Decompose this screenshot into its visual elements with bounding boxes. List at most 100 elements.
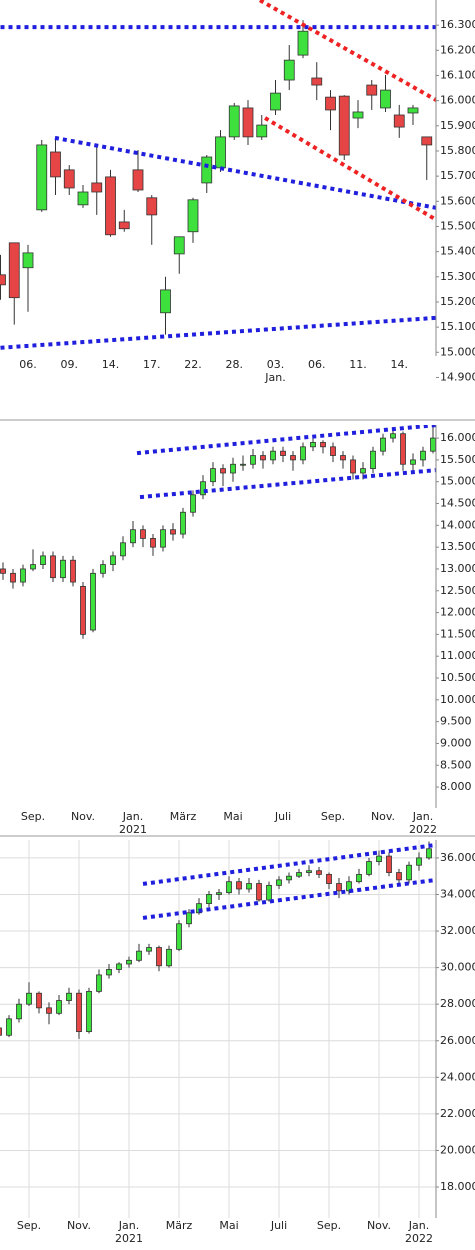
y-tick-label: 14.000 xyxy=(440,518,475,531)
candle-body xyxy=(150,538,156,548)
trend-line xyxy=(136,425,436,456)
candle-body xyxy=(236,881,242,890)
candle-body xyxy=(50,151,61,178)
candle-body xyxy=(270,450,276,461)
y-tick-label: 16.200 xyxy=(440,43,475,56)
candle-body xyxy=(283,59,295,81)
x-tick-label: 09. xyxy=(61,358,79,371)
y-tick-label: 15.000 xyxy=(440,345,475,358)
x-sublabel: 2022 xyxy=(405,1232,433,1245)
candle-body xyxy=(132,169,144,191)
candle-body xyxy=(70,559,76,583)
y-tick-label: 24.000 xyxy=(440,1070,475,1083)
y-tick-label: 15.500 xyxy=(440,453,475,466)
candle-body xyxy=(210,468,216,483)
x-tick-label: Juli xyxy=(274,810,291,823)
trend-line xyxy=(258,0,436,102)
candle-body xyxy=(206,894,212,905)
x-tick-label: Jan. xyxy=(118,1219,139,1232)
y-tick-label: 18.000 xyxy=(440,1180,475,1193)
candle-body xyxy=(270,92,281,111)
candle-body xyxy=(230,463,236,474)
candle-body xyxy=(0,568,6,574)
candle-body xyxy=(420,450,426,461)
candle-body xyxy=(390,433,396,439)
y-tick-label: 12.000 xyxy=(440,606,475,619)
candle-body xyxy=(220,468,226,474)
candle-body xyxy=(140,529,146,539)
y-tick-label: 15.200 xyxy=(440,295,475,308)
x-tick-label: Sep. xyxy=(17,1219,41,1232)
candle-body xyxy=(30,564,36,570)
candle-body xyxy=(296,872,302,877)
x-sublabel: 2022 xyxy=(409,823,437,836)
x-tick-label: Sep. xyxy=(317,1219,341,1232)
candle-body xyxy=(370,450,376,470)
x-tick-label: 22. xyxy=(184,358,202,371)
candle-body xyxy=(46,1007,52,1014)
y-tick-label: 12.500 xyxy=(440,584,475,597)
candle-body xyxy=(366,84,378,96)
x-tick-label: Mai xyxy=(223,810,242,823)
candle-body xyxy=(360,468,366,474)
candle-body xyxy=(36,144,48,211)
candle-body xyxy=(110,555,116,565)
trend-line xyxy=(142,877,436,920)
candle-body xyxy=(91,182,103,193)
plot-area xyxy=(0,840,436,1218)
candle-body xyxy=(120,542,126,557)
candle-body xyxy=(350,459,356,474)
x-tick-label: März xyxy=(166,1219,193,1232)
y-tick-label: 32.000 xyxy=(440,924,475,937)
x-tick-label: 03. xyxy=(267,358,285,371)
candle-body xyxy=(105,176,116,236)
candle-body xyxy=(376,855,382,862)
candle-body xyxy=(63,169,75,189)
candle-body xyxy=(146,947,152,952)
candle-body xyxy=(407,107,419,114)
plot-area xyxy=(0,0,436,350)
candle-body xyxy=(326,873,332,884)
x-tick-label: 06. xyxy=(19,358,37,371)
y-tick-label: 15.500 xyxy=(440,219,475,232)
candle-body xyxy=(22,252,34,269)
candle-body xyxy=(130,529,136,544)
candle-body xyxy=(86,990,92,1033)
candle-body xyxy=(56,1000,62,1014)
x-tick-label: Nov. xyxy=(371,810,395,823)
candle-body xyxy=(356,873,362,883)
candle-body xyxy=(50,555,56,579)
y-tick-label: 14.500 xyxy=(440,497,475,510)
candle-body xyxy=(215,136,226,169)
candle-body xyxy=(116,963,122,970)
candle-body xyxy=(80,586,86,635)
candle-body xyxy=(96,974,102,992)
candle-body xyxy=(306,870,312,873)
y-tick-label: 14.900 xyxy=(440,370,475,383)
candle-body xyxy=(336,883,342,892)
y-tick-label: 26.000 xyxy=(440,1034,475,1047)
y-tick-label: 15.600 xyxy=(440,194,475,207)
candle-body xyxy=(40,555,46,565)
candle-body xyxy=(200,481,206,496)
x-tick-label: Jan. xyxy=(412,810,433,823)
candle-body xyxy=(240,463,246,466)
candle-body xyxy=(136,950,142,961)
candle-body xyxy=(380,89,391,109)
y-tick-label: 11.000 xyxy=(440,649,475,662)
y-tick-label: 15.800 xyxy=(440,144,475,157)
x-tick-label: Sep. xyxy=(21,810,45,823)
y-tick-label: 16.000 xyxy=(440,94,475,107)
trend-line xyxy=(0,315,436,350)
candle-body xyxy=(166,948,172,967)
y-tick-label: 13.500 xyxy=(440,540,475,553)
y-tick-label: 16.000 xyxy=(440,431,475,444)
y-tick-label: 15.700 xyxy=(440,169,475,182)
y-tick-label: 15.000 xyxy=(440,475,475,488)
candle-body xyxy=(386,855,392,873)
candle-body xyxy=(242,107,254,138)
candle-body xyxy=(170,529,176,535)
trend-line xyxy=(264,116,436,222)
candle-body xyxy=(118,221,130,230)
candle-body xyxy=(190,494,196,513)
